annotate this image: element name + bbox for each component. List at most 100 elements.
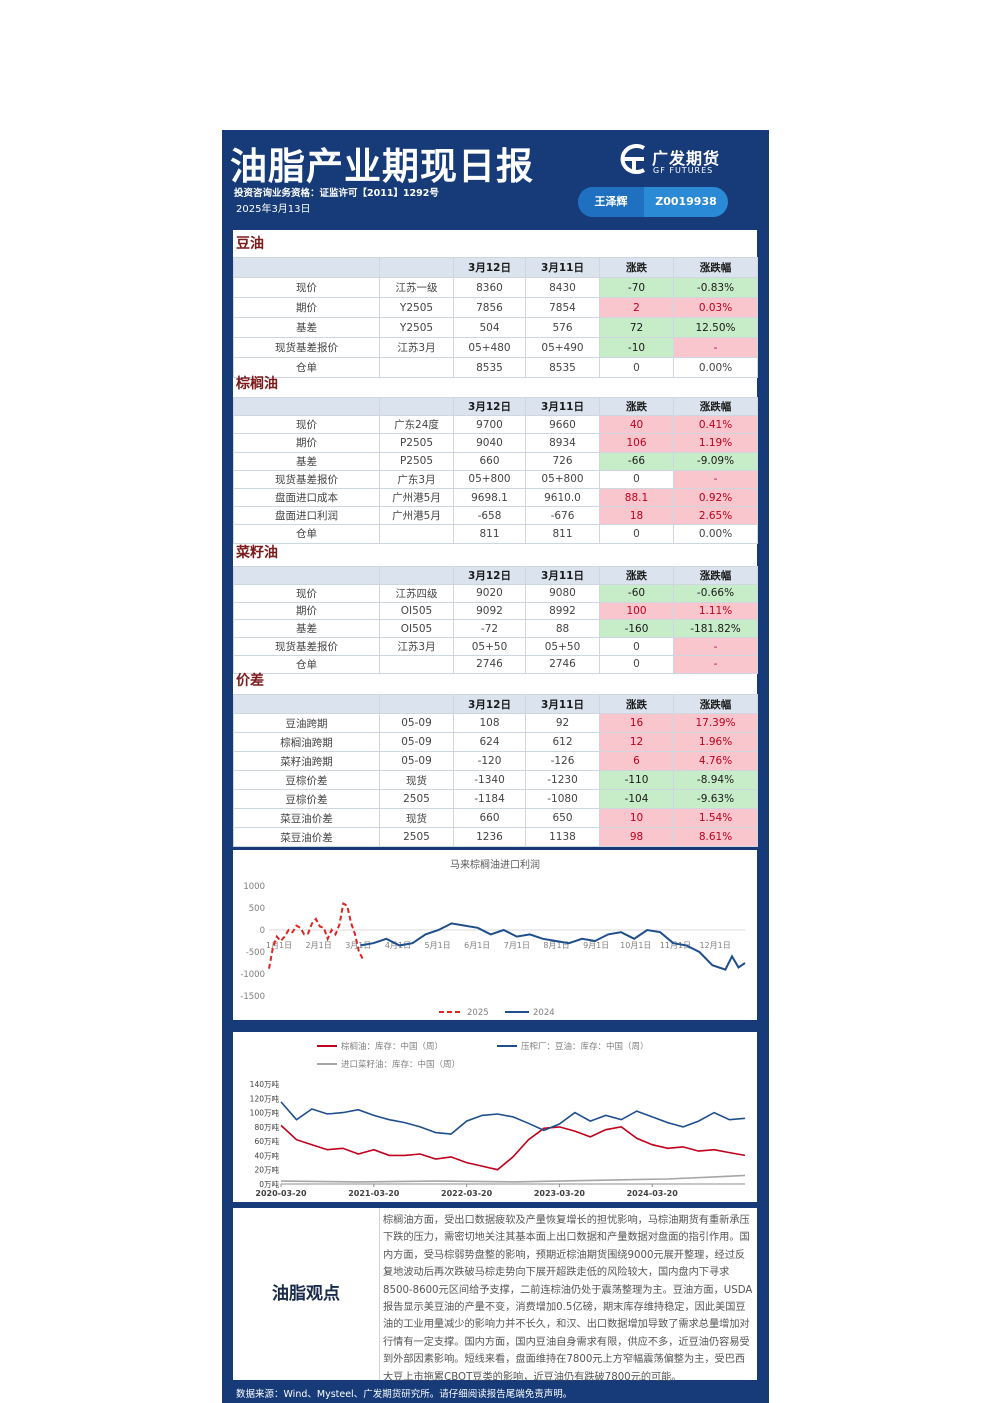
table-cell: 726 [525,451,600,471]
table-cell: 广州港5月 [379,487,454,508]
table-cell: -1340 [453,770,526,790]
y-tick-label: 100万吨 [250,1108,280,1118]
table-row: 仓单 811 811 0 0.00% [233,524,758,544]
x-tick-label: 2月1日 [306,941,332,950]
x-tick-label: 1月1日 [266,941,292,950]
x-tick-label: 12月1日 [699,941,730,950]
table-cell: 菜豆油价差 [233,808,380,828]
column-header: 3月12日 [453,396,526,417]
x-tick-label: 3月1日 [345,941,371,950]
table-cell: 广州港5月 [379,506,454,526]
table-cell: 05+50 [453,637,526,656]
column-header [379,257,454,278]
x-tick-label: 2022-03-20 [441,1189,493,1198]
chart-inventory-svg: 棕榈油：库存：中国（周） 压榨厂：豆油：库存：中国（周） 进口菜籽油：库存：中国（周… [250,1041,746,1198]
table-row: 盘面进口成本 广州港5月 9698.1 9610.0 88.1 0.92% [233,487,758,508]
table-cell: 1.96% [673,732,758,752]
table-cell: 8430 [525,277,600,298]
table-cell: 0.00% [673,524,758,544]
table-cell: 100 [599,601,674,621]
series-line [280,1101,746,1135]
table-cell: Y2505 [379,317,454,338]
table-cell: 0 [599,469,674,489]
table-row: 现价 广东24度 9700 9660 40 0.41% [233,415,758,435]
column-header: 涨跌 [599,566,674,585]
table-cell: 0 [599,524,674,544]
y-tick-label: 0万吨 [259,1179,279,1189]
table-row: 基差 Y2505 504 576 72 12.50% [233,317,758,338]
data-source: 数据来源：Wind、Mysteel、广发期货研究所。请仔细阅读报告尾端免责声明。 [236,1389,573,1400]
column-header: 3月12日 [453,694,526,714]
table-cell: 仓单 [233,357,380,378]
x-tick-label: 7月1日 [504,941,530,950]
table-cell: 9092 [453,601,526,621]
table-cell: 624 [453,732,526,752]
table-cell: 0.92% [673,487,758,508]
table-cell: 现价 [233,277,380,298]
x-tick-label: 2021-03-20 [348,1189,400,1198]
table-cell: 江苏3月 [379,337,454,358]
table-cell: 1.11% [673,601,758,621]
table-cell: - [673,637,758,656]
table-cell: -181.82% [673,619,758,639]
table-cell: 2505 [379,789,454,809]
table-cell: -70 [599,277,674,298]
table-cell: 基差 [233,317,380,338]
table-header-row: 3月12日 3月11日 涨跌 涨跌幅 [233,396,758,417]
table-cell: 05-09 [379,732,454,752]
table-cell: 88.1 [599,487,674,508]
table-cell: 0.03% [673,297,758,318]
table-row: 仓单 2746 2746 0- [233,654,758,674]
table-cell: - [673,469,758,489]
table-cell: 1236 [453,827,526,847]
table-cell: 期价 [233,601,380,621]
table-cell: -676 [525,506,600,526]
table-cell: - [673,654,758,674]
table-cell: 92 [525,713,600,733]
table-cell: 0.41% [673,415,758,435]
table-cell: 612 [525,732,600,752]
license-text: 投资咨询业务资格：证监许可【2011】1292号 [234,188,439,199]
table-cell: 1.54% [673,808,758,828]
table-row: 现货基差报价 江苏3月 05+50 05+50 0- [233,637,758,656]
analyst-name: 王泽辉 [578,187,644,217]
view-text: 棕榈油方面，受出口数据疲软及产量恢复增长的担忧影响，马棕油期货有重新承压下跌的压… [383,1215,753,1383]
section-title: 价差 [236,673,264,689]
table-cell: 0 [599,654,674,674]
column-header [233,566,380,585]
table-cell: 106 [599,433,674,453]
table-cell: - [673,337,758,358]
column-header: 3月11日 [525,396,600,417]
table-cell: 9040 [453,433,526,453]
y-tick-label: -1000 [240,970,265,980]
section-title: 菜籽油 [236,545,278,561]
table-cell: 9660 [525,415,600,435]
table-cell: 江苏一级 [379,277,454,298]
table-row: 豆棕价差 2505 -1184 -1080 -104 -9.63% [233,789,758,809]
table-cell: 72 [599,317,674,338]
table-cell: -120 [453,751,526,771]
table-cell: -0.66% [673,583,758,603]
table-cell: 9698.1 [453,487,526,508]
table-cell: 576 [525,317,600,338]
table-cell: 40 [599,415,674,435]
table-cell: 菜豆油价差 [233,827,380,847]
column-header: 3月12日 [453,257,526,278]
table-cell [379,357,454,378]
x-tick-label: 11月1日 [660,941,691,950]
series-line [280,1124,746,1171]
column-header: 3月11日 [525,257,600,278]
table-cell: 0.00% [673,357,758,378]
table-cell: 8535 [453,357,526,378]
table-cell: -60 [599,583,674,603]
table-cell: 广东24度 [379,415,454,435]
logo-cn: 广发期货 [652,149,721,168]
table-cell: 2.65% [673,506,758,526]
data-table: 3月12日 3月11日 涨跌 涨跌幅 现价 江苏四级 9020 9080 -60 -0.66% 期价… [233,566,758,674]
x-tick-label: 2020-03-20 [255,1189,307,1198]
y-tick-label: -1500 [240,992,265,1002]
table-cell: -1080 [525,789,600,809]
table-header-row: 3月12日 3月11日 涨跌 涨跌幅 [233,257,758,278]
table-cell: 菜籽油跨期 [233,751,380,771]
table-cell: 7854 [525,297,600,318]
